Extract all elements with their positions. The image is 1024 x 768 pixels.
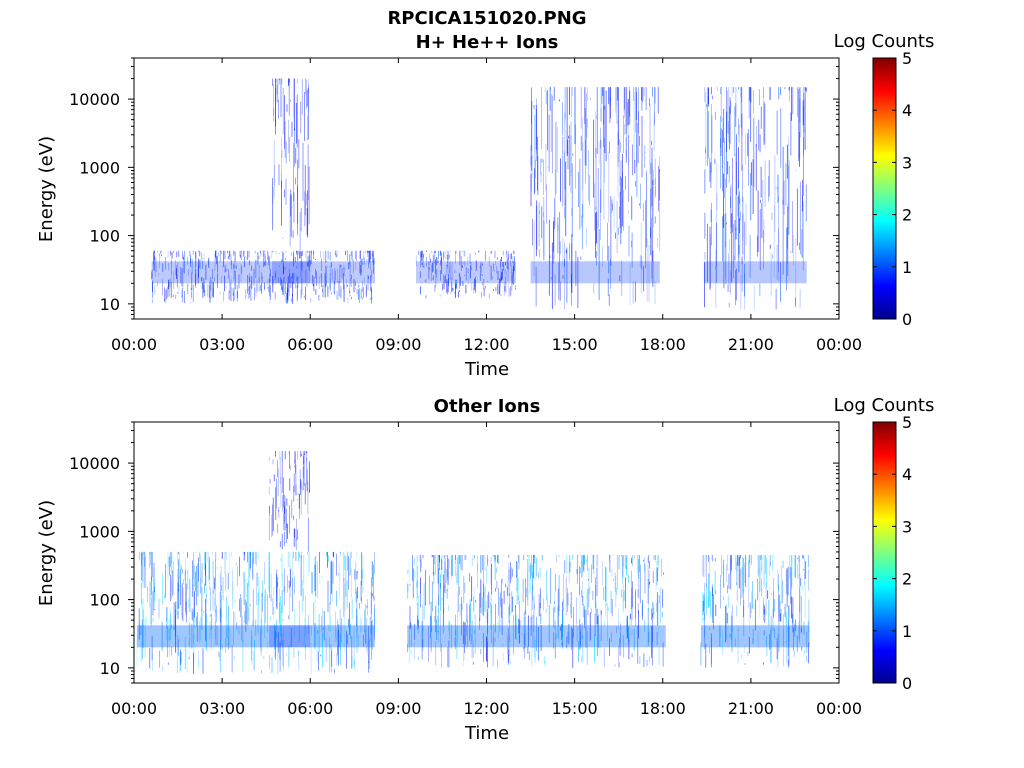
panel-title: Other Ions [434, 396, 541, 417]
colorbar-tick-label: 3 [902, 517, 912, 536]
colorbar-tick-label: 4 [902, 465, 912, 484]
spectrogram-data [136, 451, 810, 675]
x-tick-label: 21:00 [728, 335, 774, 354]
low-energy-band [530, 261, 660, 284]
low-energy-band [136, 625, 375, 648]
activity-interval [703, 87, 807, 310]
activity-interval [272, 78, 311, 284]
low-energy-band [272, 261, 311, 284]
y-tick-label: 10 [100, 295, 120, 314]
x-tick-label: 00:00 [111, 335, 157, 354]
panel-title: H+ He++ Ions [416, 32, 559, 53]
x-tick-label: 06:00 [287, 335, 333, 354]
activity-interval [268, 451, 311, 648]
colorbar-tick-label: 0 [902, 310, 912, 329]
x-tick-label: 03:00 [199, 335, 245, 354]
y-tick-label: 1000 [79, 522, 120, 541]
low-energy-band [703, 261, 807, 284]
colorbar-tick-label: 4 [902, 101, 912, 120]
x-tick-label: 00:00 [111, 699, 157, 718]
colorbar [872, 57, 897, 320]
x-tick-label: 18:00 [640, 335, 686, 354]
x-axis-label: Time [464, 359, 509, 380]
low-energy-band [407, 625, 666, 648]
panel-other-ions: Other Ions 00:00 03:00 06:00 09:00 12:00 15:0… [36, 395, 934, 744]
x-tick-label: 15:00 [552, 699, 598, 718]
colorbar-tick-label: 2 [902, 206, 912, 225]
axis-ticks: 00:00 03:00 06:00 09:00 12:00 15:00 18:00 21:00… [69, 421, 862, 718]
colorbar [872, 421, 897, 684]
activity-interval [700, 555, 810, 668]
x-tick-label: 00:00 [816, 699, 862, 718]
x-tick-label: 03:00 [199, 699, 245, 718]
panel-h-he-ions: H+ He++ Ions 00:00 03:00 06:00 09:00 12:00 15… [36, 31, 934, 380]
colorbar-tick-label: 5 [902, 413, 912, 432]
y-tick-label: 100 [89, 227, 120, 246]
colorbar-ticks: 0 1 2 3 4 5 [873, 49, 912, 329]
x-tick-label: 15:00 [552, 335, 598, 354]
colorbar-label: Log Counts [834, 395, 935, 416]
y-tick-label: 100 [89, 591, 120, 610]
low-energy-band [700, 625, 810, 648]
colorbar-tick-label: 5 [902, 49, 912, 68]
colorbar-label: Log Counts [834, 31, 935, 52]
y-axis-label: Energy (eV) [36, 136, 57, 242]
x-tick-label: 18:00 [640, 699, 686, 718]
y-tick-label: 10 [100, 659, 120, 678]
figure-filename: RPCICA151020.PNG [387, 8, 586, 29]
x-tick-label: 00:00 [816, 335, 862, 354]
y-axis-label: Energy (eV) [36, 500, 57, 606]
axis-ticks: 00:00 03:00 06:00 09:00 12:00 15:00 18:00 21:00… [69, 57, 862, 354]
low-energy-band [151, 261, 375, 284]
x-tick-label: 12:00 [463, 335, 509, 354]
colorbar-tick-label: 0 [902, 674, 912, 693]
low-energy-band [269, 625, 311, 648]
x-tick-label: 09:00 [375, 699, 421, 718]
colorbar-ticks: 0 1 2 3 4 5 [873, 413, 912, 693]
y-tick-label: 1000 [79, 158, 120, 177]
colorbar-tick-label: 1 [902, 258, 912, 277]
x-tick-label: 12:00 [463, 699, 509, 718]
x-axis-label: Time [464, 723, 509, 744]
spectrogram-data [151, 78, 807, 310]
activity-interval [415, 250, 516, 299]
activity-interval [136, 551, 376, 675]
y-tick-label: 10000 [69, 454, 120, 473]
activity-interval [151, 250, 375, 304]
x-tick-label: 09:00 [375, 335, 421, 354]
activity-interval [406, 555, 666, 668]
activity-interval [530, 87, 661, 310]
colorbar-tick-label: 2 [902, 570, 912, 589]
colorbar-tick-label: 1 [902, 622, 912, 641]
x-tick-label: 21:00 [728, 699, 774, 718]
y-tick-label: 10000 [69, 90, 120, 109]
colorbar-tick-label: 3 [902, 153, 912, 172]
low-energy-band [416, 261, 516, 284]
x-tick-label: 06:00 [287, 699, 333, 718]
